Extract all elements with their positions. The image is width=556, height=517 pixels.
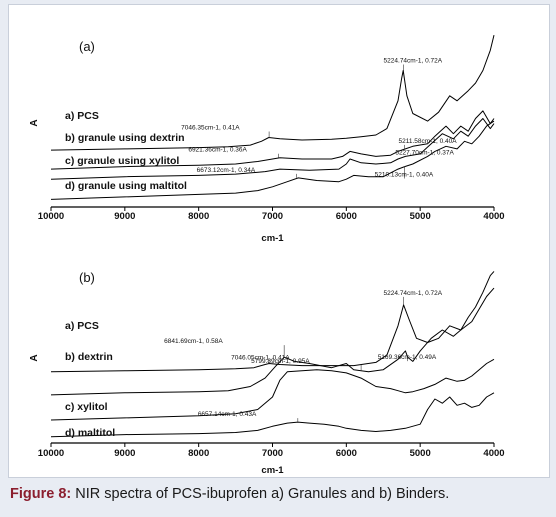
annotation-label: 6841.69cm-1, 0.58A (164, 338, 223, 345)
series-label: d) maltitol (65, 427, 115, 439)
series-label: c) granule using xylitol (65, 155, 179, 167)
nir-spectra-chart: 10000 9000 8000 7000 6000 5000 4000 cm-1 A (a) a) … (29, 34, 505, 476)
x-tick-label: 10000 (38, 448, 64, 459)
series-label: b) granule using dextrin (65, 132, 185, 144)
panel-a: 10000 9000 8000 7000 6000 5000 4000 cm-1 A (a) a) … (29, 34, 505, 244)
series-label: d) granule using maltitol (65, 180, 187, 192)
x-axis-label: cm-1 (261, 465, 284, 476)
annotation-label: 6921.36cm-1, 0.36A (188, 147, 247, 154)
x-tick-label: 6000 (336, 448, 357, 459)
x-tick-label: 5000 (410, 211, 431, 222)
series-line (50, 358, 495, 421)
x-tick-label: 7000 (262, 448, 283, 459)
figure-caption: Figure 8: NIR spectra of PCS-ibuprofen a… (10, 486, 550, 502)
annotation-label: 5224.74cm-1, 0.72A (384, 58, 443, 65)
x-axis-label: cm-1 (261, 233, 284, 244)
y-axis-label: A (29, 119, 40, 126)
series-line (50, 271, 495, 373)
series-line (50, 120, 495, 200)
x-tick-label: 4000 (483, 211, 504, 222)
annotation-label: 6657.14cm-1, 0.43A (198, 411, 257, 418)
annotation-label: 5210.13cm-1, 0.40A (375, 172, 434, 179)
series-line (50, 34, 495, 151)
y-axis-label: A (29, 354, 40, 361)
annotation-label: 5169.36cm-1, 0.49A (378, 354, 437, 361)
annotation-label: 6673.12cm-1, 0.34A (197, 167, 256, 174)
x-tick-label: 10000 (38, 211, 64, 222)
annotation-label: 5227.70cm-1, 0.37A (395, 149, 454, 156)
x-tick-label: 5000 (410, 448, 431, 459)
caption-text: NIR spectra of PCS-ibuprofen a) Granules… (75, 486, 450, 502)
series-line (50, 118, 495, 180)
caption-label: Figure 8: (10, 486, 72, 502)
panel-b: 10000 9000 8000 7000 6000 5000 4000 cm-1 A (b) a) … (29, 270, 505, 476)
series-line (50, 392, 495, 438)
panel-label: (a) (79, 39, 95, 54)
series-line (50, 287, 495, 396)
annotation-label: 7046.05cm-1, 0.41A (231, 354, 290, 361)
x-tick-label: 9000 (114, 448, 135, 459)
x-tick-label: 8000 (188, 211, 209, 222)
chart-container: 10000 9000 8000 7000 6000 5000 4000 cm-1 A (a) a) … (8, 4, 550, 478)
series-label: a) PCS (65, 320, 99, 332)
x-tick-label: 8000 (188, 448, 209, 459)
x-tick-label: 4000 (483, 448, 504, 459)
annotation-label: 5224.74cm-1, 0.72A (384, 290, 443, 297)
x-tick-label: 7000 (262, 211, 283, 222)
annotation-label: 5211.58cm-1, 0.40A (399, 138, 458, 145)
x-tick-label: 9000 (114, 211, 135, 222)
series-label: b) dextrin (65, 351, 113, 363)
annotation-label: 5799.89cm-1, 0.95A (251, 358, 310, 365)
panel-label: (b) (79, 270, 95, 285)
series-label: c) xylitol (65, 401, 108, 413)
annotation-label: 7046.35cm-1, 0.41A (181, 124, 240, 131)
series-label: a) PCS (65, 110, 99, 122)
x-tick-label: 6000 (336, 211, 357, 222)
series-line (50, 110, 495, 170)
